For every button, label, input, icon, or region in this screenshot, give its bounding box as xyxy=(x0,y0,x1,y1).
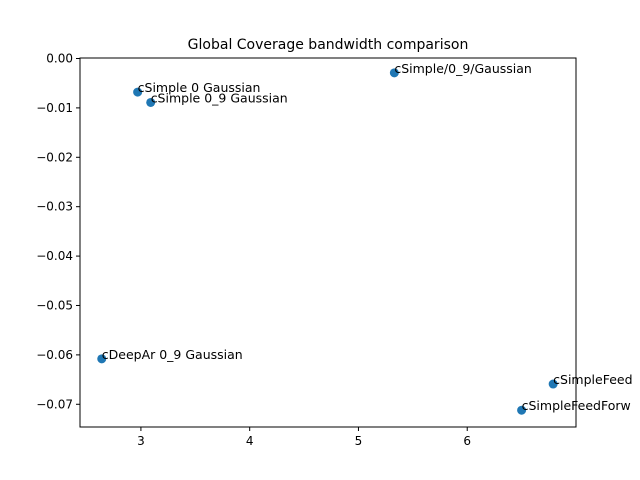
data-point xyxy=(389,68,399,78)
point-label: cSimple 0_9 Gaussian xyxy=(151,90,288,105)
y-tick-label: −0.06 xyxy=(36,348,73,362)
data-point xyxy=(97,354,107,364)
data-point xyxy=(133,87,143,97)
data-point xyxy=(517,405,527,415)
y-tick-label: −0.05 xyxy=(36,298,73,312)
x-tick-label: 5 xyxy=(355,434,363,448)
x-tick-label: 3 xyxy=(137,434,145,448)
y-tick-label: −0.02 xyxy=(36,150,73,164)
point-label: cSimple/0_9/Gaussian xyxy=(394,61,531,76)
y-tick-label: −0.01 xyxy=(36,101,73,115)
y-tick-label: 0.00 xyxy=(46,51,73,65)
x-tick-label: 6 xyxy=(463,434,471,448)
plot-frame xyxy=(79,57,577,428)
point-label: cSimpleFeed xyxy=(553,372,632,387)
data-point xyxy=(548,379,558,389)
point-label: cSimple 0 Gaussian xyxy=(138,80,261,95)
x-tick-label: 4 xyxy=(246,434,254,448)
axes: 3 4 5 6 0.00 −0.01 −0.02 −0.03 −0.04 −0.05 −0.06 −0… xyxy=(36,51,471,448)
chart-title: Global Coverage bandwidth comparison xyxy=(188,37,469,53)
data-point xyxy=(146,97,156,107)
y-tick-label: −0.04 xyxy=(36,249,73,263)
point-label: cDeepAr 0_9 Gaussian xyxy=(102,347,243,362)
y-tick-label: −0.07 xyxy=(36,397,73,411)
y-tick-label: −0.03 xyxy=(36,200,73,214)
